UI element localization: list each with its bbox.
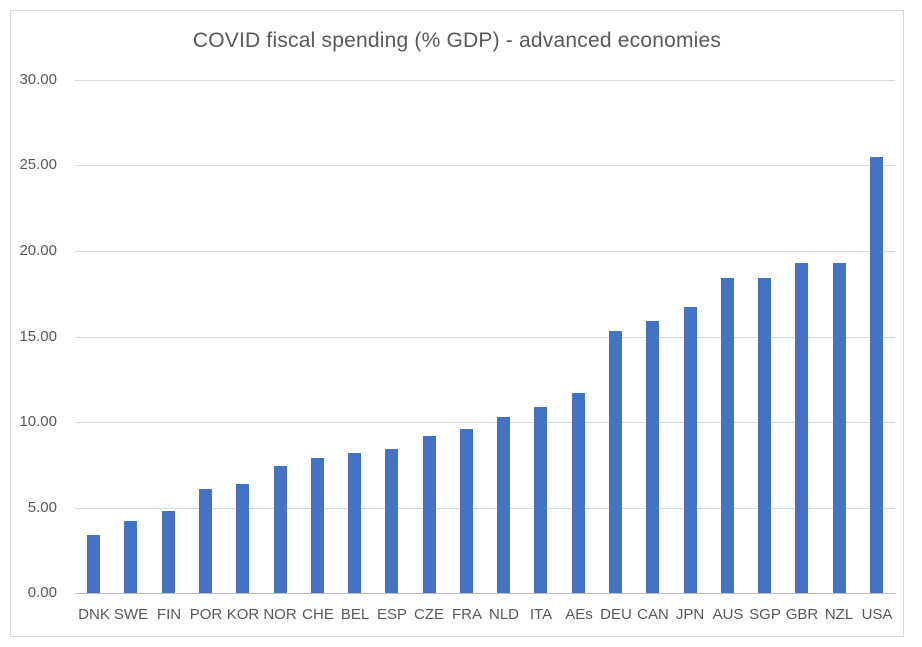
gridline: [75, 165, 895, 166]
bar-ESP: [385, 449, 398, 593]
x-axis-category-label: BEL: [340, 606, 370, 623]
y-axis-tick-label: 0.00: [27, 584, 57, 601]
y-axis-tick-label: 25.00: [19, 156, 57, 173]
x-axis-line: [75, 593, 895, 594]
gridline: [75, 422, 895, 423]
y-axis-tick-label: 10.00: [19, 413, 57, 430]
bar-CZE: [423, 436, 436, 593]
bar-DEU: [609, 331, 622, 593]
bar-BEL: [348, 453, 361, 593]
x-axis-category-label: AEs: [565, 606, 593, 623]
x-axis-category-label: ITA: [529, 606, 553, 623]
x-axis-category-label: NLD: [488, 606, 519, 623]
bar-SGP: [758, 278, 771, 593]
bar-FRA: [460, 429, 473, 593]
gridline: [75, 508, 895, 509]
bar-CHE: [311, 458, 324, 593]
x-axis-category-label: KOR: [226, 606, 260, 623]
x-axis-category-label: USA: [861, 606, 893, 623]
y-axis-tick-label: 15.00: [19, 328, 57, 345]
bar-AUS: [721, 278, 734, 593]
gridline: [75, 80, 895, 81]
x-axis-category-label: SGP: [749, 606, 781, 623]
bar-NOR: [274, 466, 287, 593]
x-axis-category-label: FIN: [156, 606, 182, 623]
bar-GBR: [795, 263, 808, 593]
y-axis-tick-label: 30.00: [19, 71, 57, 88]
x-axis-category-label: CAN: [637, 606, 669, 623]
x-axis-category-label: FRA: [452, 606, 482, 623]
bar-FIN: [162, 511, 175, 593]
bar-KOR: [236, 484, 249, 593]
x-axis-category-label: JPN: [675, 606, 705, 623]
x-axis-category-label: CZE: [414, 606, 444, 623]
bar-USA: [870, 157, 883, 593]
bar-AEs: [572, 393, 585, 593]
y-axis-tick-label: 20.00: [19, 242, 57, 259]
x-axis-category-label: CHE: [302, 606, 334, 623]
bar-DNK: [87, 535, 100, 593]
gridline: [75, 251, 895, 252]
x-axis-category-label: DNK: [78, 606, 110, 623]
x-axis-category-label: NOR: [263, 606, 297, 623]
x-axis-category-label: AUS: [712, 606, 744, 623]
x-axis-category-label: POR: [189, 606, 223, 623]
bar-NZL: [833, 263, 846, 593]
bar-CAN: [646, 321, 659, 593]
bar-NLD: [497, 417, 510, 593]
y-axis-tick-label: 5.00: [27, 499, 57, 516]
x-axis-category-label: GBR: [785, 606, 819, 623]
bar-JPN: [684, 307, 697, 593]
chart-frame: [10, 10, 904, 637]
gridline: [75, 337, 895, 338]
x-axis-category-label: DEU: [600, 606, 632, 623]
x-axis-category-label: NZL: [824, 606, 854, 623]
chart-title: COVID fiscal spending (% GDP) - advanced…: [192, 29, 722, 52]
bar-SWE: [124, 521, 137, 593]
bar-ITA: [534, 407, 547, 593]
x-axis-category-label: SWE: [113, 606, 149, 623]
x-axis-category-label: ESP: [376, 606, 407, 623]
bar-POR: [199, 489, 212, 593]
